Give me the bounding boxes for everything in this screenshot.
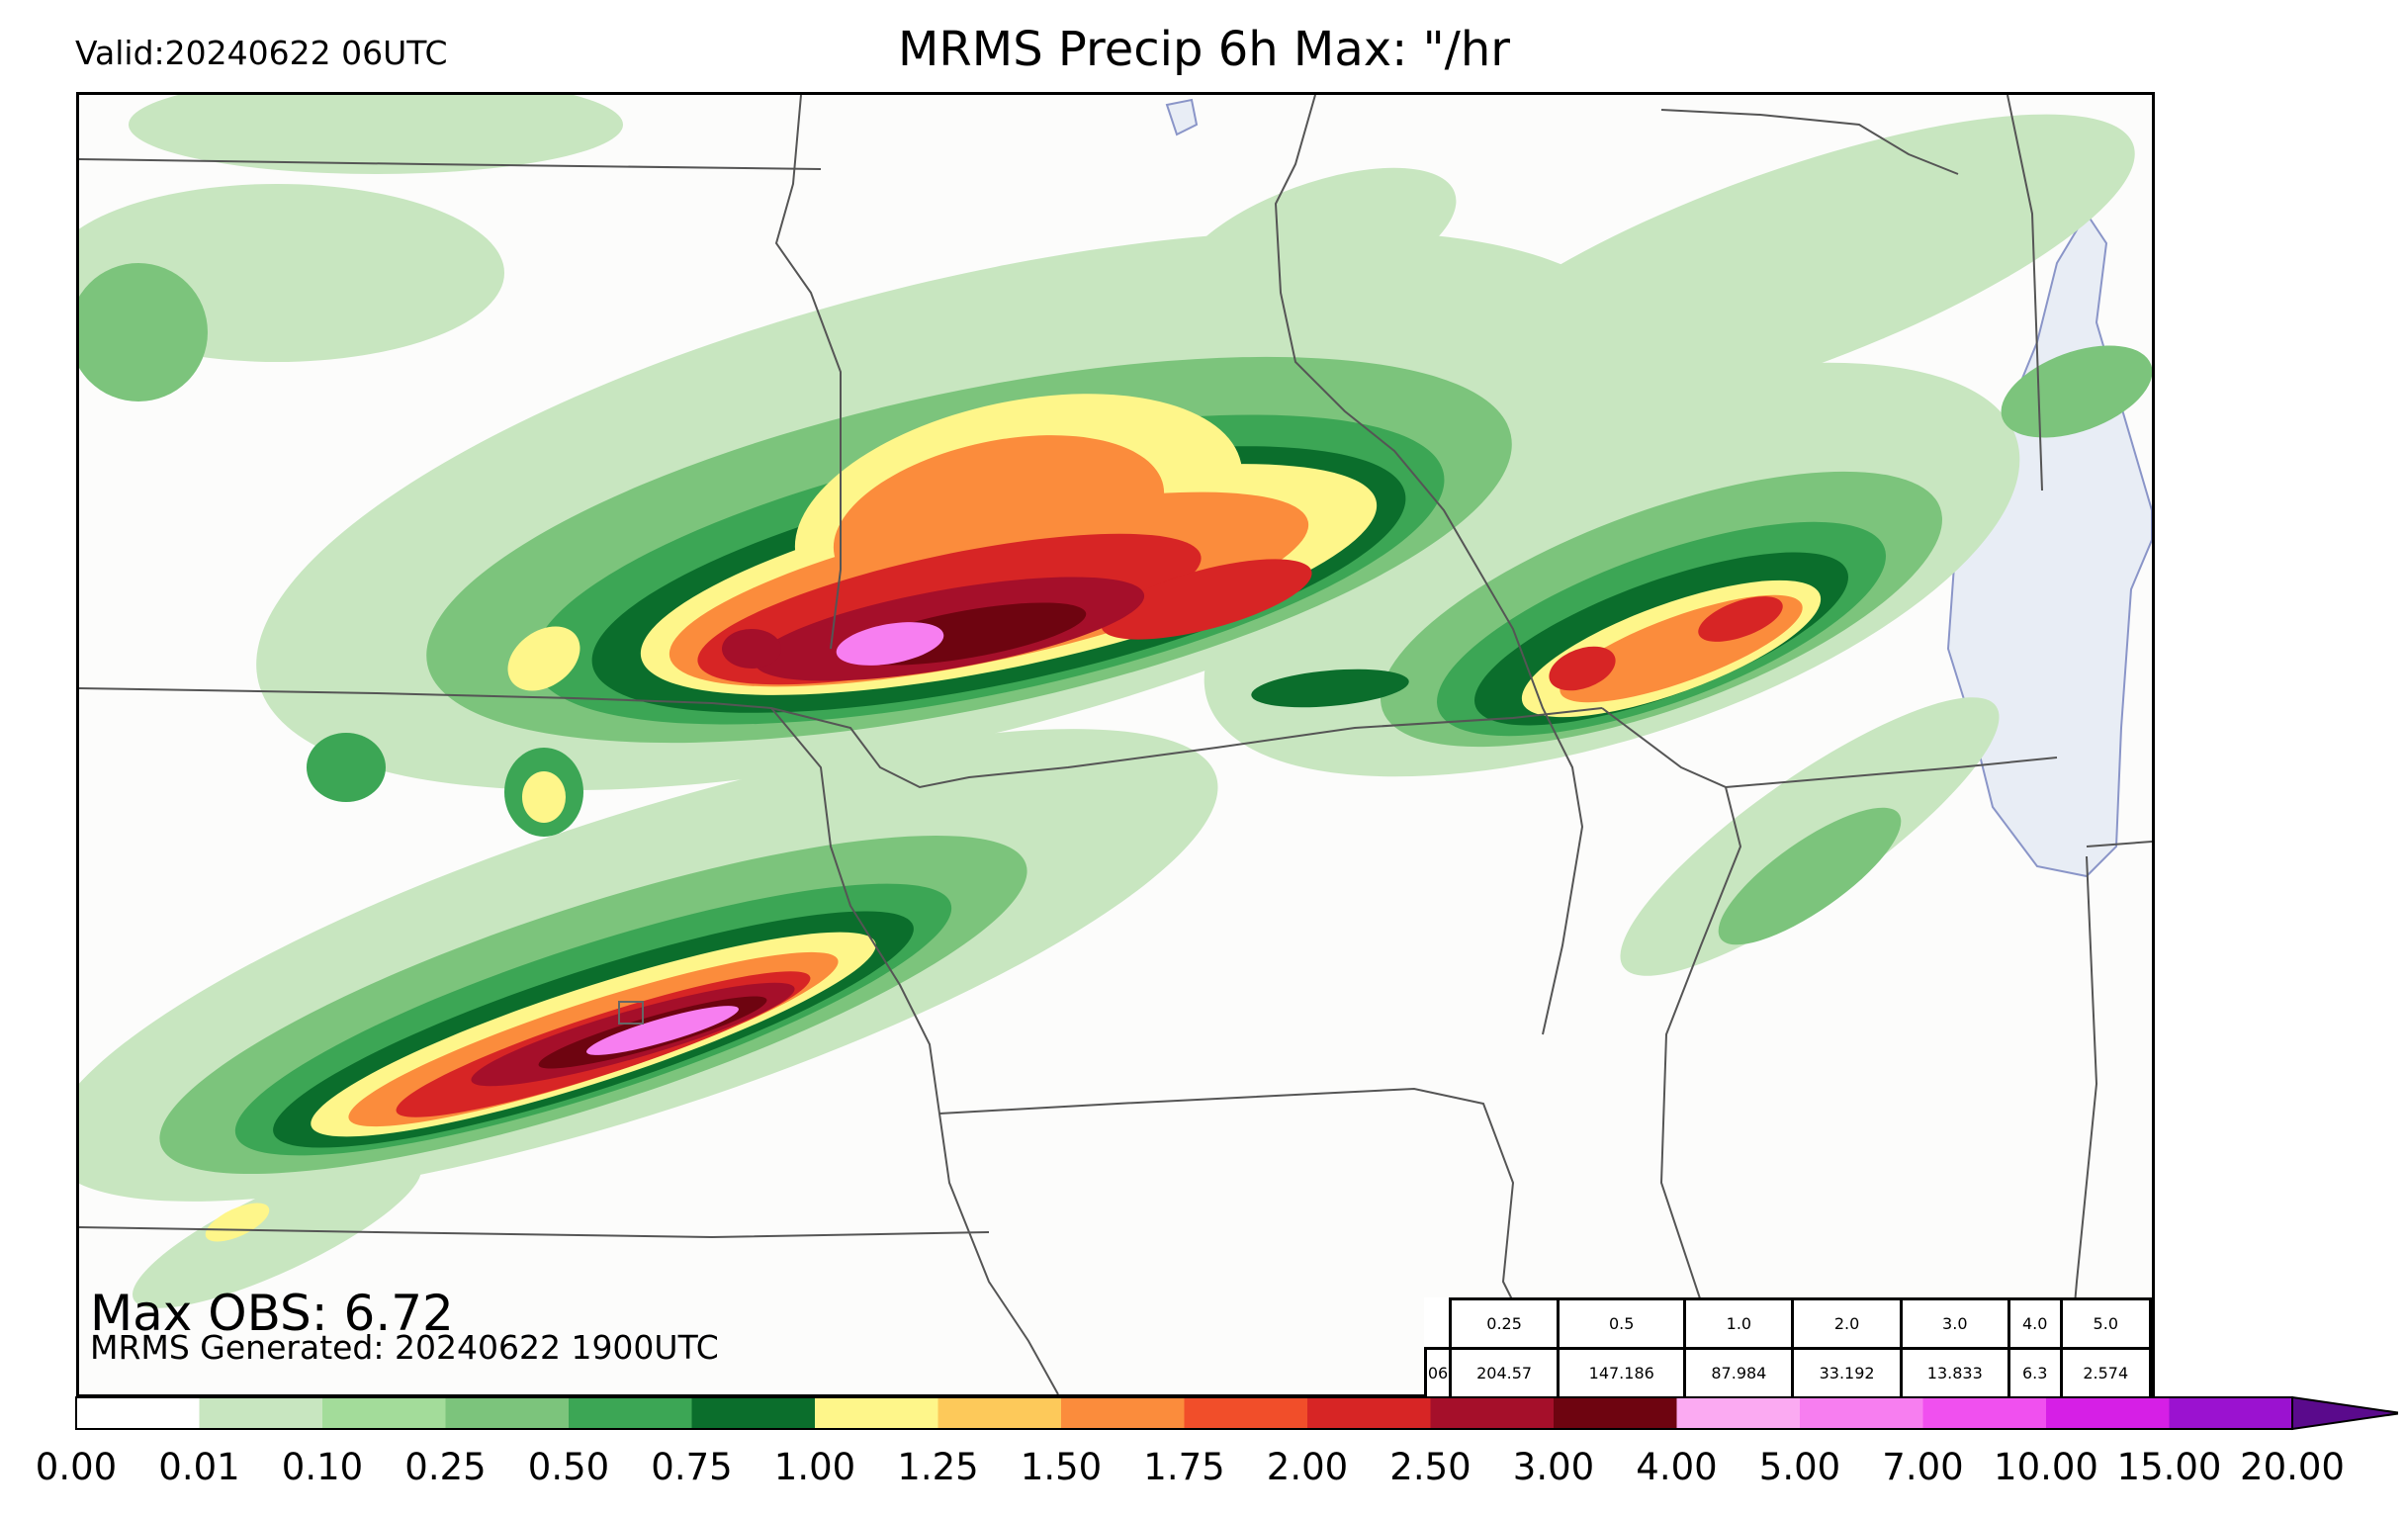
colorbar-outline	[75, 1396, 2293, 1430]
colorbar-tick-label: 0.25	[404, 1446, 487, 1488]
colorbar-tick-label: 1.25	[897, 1446, 979, 1488]
colorbar-tick-label: 0.50	[527, 1446, 610, 1488]
colorbar-tick-label: 5.00	[1758, 1446, 1841, 1488]
colorbar-tick-label: 3.00	[1512, 1446, 1595, 1488]
threshold-cell: 0.5	[1557, 1297, 1687, 1350]
colorbar-tick-label: 2.00	[1266, 1446, 1349, 1488]
colorbar-segment	[76, 1397, 200, 1429]
colorbar-tick-label: 0.75	[651, 1446, 733, 1488]
threshold-cell: 0.25	[1448, 1297, 1561, 1350]
upper-lake-blob	[1165, 98, 1199, 136]
threshold-cell: 1.0	[1683, 1297, 1795, 1350]
colorbar-segment	[815, 1397, 938, 1429]
area-stats-table: 0.25 0.5 1.0 2.0 3.0 4.0 5.0 06 204.57 1…	[1424, 1297, 2153, 1399]
colorbar-segment	[1800, 1397, 1923, 1429]
value-cell: 204.57	[1448, 1347, 1561, 1399]
colorbar-segment	[1676, 1397, 1800, 1429]
max-location-marker	[618, 1001, 644, 1025]
threshold-cell: 5.0	[2059, 1297, 2153, 1350]
colorbar-segment	[322, 1397, 446, 1429]
value-cell: 33.192	[1791, 1347, 1903, 1399]
colorbar-tick-label: 0.01	[158, 1446, 240, 1488]
colorbar-segment	[1922, 1397, 2046, 1429]
colorbar-tick-label: 0.10	[281, 1446, 364, 1488]
colorbar-extend-arrow	[2291, 1395, 2398, 1431]
colorbar-tick-label: 0.00	[35, 1446, 118, 1488]
colorbar-segment	[2046, 1397, 2170, 1429]
max-obs-label: Max OBS: 6.72	[90, 1285, 454, 1342]
colorbar-tick-label: 1.75	[1143, 1446, 1225, 1488]
colorbar-tick-label: 1.50	[1020, 1446, 1103, 1488]
value-cell: 13.833	[1899, 1347, 2010, 1399]
colorbar-segment	[691, 1397, 815, 1429]
map-title: MRMS Precip 6h Max: "/hr	[898, 22, 1510, 77]
values-row: 06 204.57 147.186 87.984 33.192 13.833 6…	[1424, 1347, 2153, 1399]
colorbar-segment	[1554, 1397, 1677, 1429]
colorbar-tick-label: 10.00	[1994, 1446, 2098, 1488]
colorbar-segment	[199, 1397, 322, 1429]
value-cell: 6.3	[2007, 1347, 2063, 1399]
colorbar-segment	[1430, 1397, 1554, 1429]
generated-label: MRMS Generated: 20240622 1900UTC	[90, 1328, 719, 1367]
colorbar-tick-label: 2.50	[1389, 1446, 1472, 1488]
colorbar	[75, 1395, 2398, 1431]
colorbar-tick-label: 4.00	[1636, 1446, 1718, 1488]
colorbar-segment	[569, 1397, 692, 1429]
colorbar-tick-label: 20.00	[2240, 1446, 2345, 1488]
colorbar-segment	[1061, 1397, 1185, 1429]
value-cell: 147.186	[1557, 1347, 1687, 1399]
row-label-blank	[1426, 1299, 1451, 1349]
value-cell: 87.984	[1683, 1347, 1795, 1399]
colorbar-segment	[1307, 1397, 1431, 1429]
valid-time-label: Valid:20240622 06UTC	[75, 34, 448, 72]
precip-pink	[586, 622, 944, 1055]
threshold-cell: 4.0	[2007, 1297, 2063, 1350]
row-label: 06	[1424, 1347, 1452, 1399]
colorbar-tick-label: 15.00	[2116, 1446, 2222, 1488]
colorbar-segment	[2169, 1397, 2292, 1429]
colorbar-tick-label: 7.00	[1882, 1446, 1964, 1488]
threshold-cell: 3.0	[1899, 1297, 2010, 1350]
value-cell: 2.574	[2059, 1347, 2153, 1399]
colorbar-segment	[445, 1397, 569, 1429]
map-panel: Max OBS: 6.72 MRMS Generated: 20240622 1…	[76, 92, 2155, 1397]
threshold-cell: 2.0	[1791, 1297, 1903, 1350]
precip-map	[79, 95, 2152, 1394]
colorbar-segment	[937, 1397, 1061, 1429]
thresholds-row: 0.25 0.5 1.0 2.0 3.0 4.0 5.0	[1426, 1297, 2153, 1350]
colorbar-tick-label: 1.00	[773, 1446, 856, 1488]
colorbar-segment	[1184, 1397, 1307, 1429]
